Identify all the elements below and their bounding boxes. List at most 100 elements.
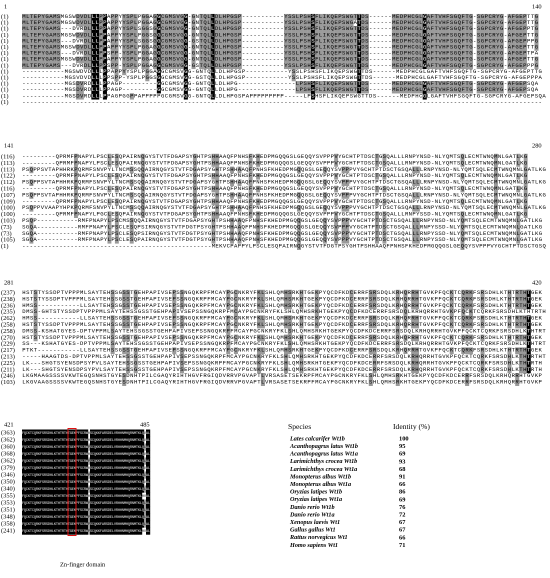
similar-shade bbox=[222, 20, 227, 27]
residue: - bbox=[88, 99, 91, 106]
similar-shade bbox=[141, 32, 146, 39]
similar-shade bbox=[364, 38, 369, 45]
residue: - bbox=[238, 99, 241, 106]
similar-shade bbox=[29, 44, 34, 51]
residue: - bbox=[211, 99, 214, 106]
residue: - bbox=[515, 99, 518, 106]
similar-shade bbox=[411, 32, 416, 39]
similar-shade bbox=[399, 20, 404, 27]
similar-shade bbox=[133, 44, 138, 51]
similar-shade bbox=[222, 32, 227, 39]
similar-shade bbox=[33, 44, 38, 51]
similar-shade bbox=[391, 32, 396, 39]
similar-shade bbox=[164, 38, 169, 45]
similar-shade bbox=[203, 26, 208, 33]
similar-shade bbox=[99, 20, 104, 27]
similar-shade bbox=[56, 32, 61, 39]
similar-shade bbox=[164, 26, 169, 33]
similar-shade bbox=[499, 26, 504, 33]
similar-shade bbox=[453, 38, 458, 45]
similar-shade bbox=[110, 13, 115, 21]
residue: - bbox=[115, 99, 118, 106]
similar-shade bbox=[79, 44, 84, 51]
similar-shade bbox=[441, 38, 447, 45]
similar-shade bbox=[29, 32, 34, 39]
similar-shade bbox=[164, 20, 169, 27]
similar-shade bbox=[83, 44, 88, 51]
similar-shade bbox=[226, 13, 231, 21]
similar-shade bbox=[230, 38, 235, 45]
similar-shade bbox=[415, 32, 420, 39]
similar-shade bbox=[337, 32, 342, 39]
similar-shade bbox=[399, 38, 404, 45]
similar-shade bbox=[206, 38, 211, 45]
residue: - bbox=[508, 99, 511, 106]
similar-shade bbox=[287, 13, 292, 21]
similar-shade bbox=[191, 44, 196, 51]
similar-shade bbox=[534, 13, 539, 21]
similar-shade bbox=[141, 20, 146, 27]
similar-shade bbox=[153, 44, 158, 51]
conserved-shade bbox=[102, 44, 107, 51]
similar-shade bbox=[426, 38, 431, 45]
similar-shade bbox=[114, 38, 119, 45]
similar-shade bbox=[206, 44, 211, 51]
ruler-end: 140 bbox=[532, 3, 542, 10]
residue: - bbox=[488, 99, 491, 106]
similar-shade bbox=[476, 32, 481, 39]
similar-shade bbox=[453, 13, 458, 21]
similar-shade bbox=[52, 32, 57, 39]
conserved-shade bbox=[183, 26, 188, 33]
conserved-shade bbox=[156, 44, 161, 51]
similar-shade bbox=[534, 26, 539, 33]
similar-shade bbox=[179, 32, 185, 39]
similar-shade bbox=[438, 32, 443, 39]
similar-shade bbox=[534, 38, 539, 45]
similar-shade bbox=[391, 38, 396, 45]
similar-shade bbox=[145, 32, 150, 39]
similar-shade bbox=[222, 38, 227, 45]
similar-shade bbox=[222, 13, 227, 21]
residue: - bbox=[381, 99, 384, 106]
similar-shade bbox=[391, 13, 396, 21]
similar-shade bbox=[418, 32, 423, 39]
similar-shade bbox=[391, 26, 396, 33]
similar-shade bbox=[25, 38, 30, 45]
similar-shade bbox=[411, 26, 416, 33]
similar-shade bbox=[287, 20, 292, 27]
similar-shade bbox=[519, 26, 524, 33]
similar-shade bbox=[484, 13, 489, 21]
residue: - bbox=[435, 99, 438, 106]
residue: - bbox=[126, 99, 129, 106]
similar-shade bbox=[22, 20, 27, 27]
similar-shade bbox=[203, 38, 208, 45]
similar-shade bbox=[29, 38, 34, 45]
residue: - bbox=[512, 99, 515, 106]
similar-shade bbox=[160, 44, 165, 51]
similar-shade bbox=[337, 13, 342, 21]
similar-shade bbox=[291, 20, 296, 27]
similar-shade bbox=[83, 32, 88, 39]
ruler-start: 1 bbox=[4, 3, 7, 10]
similar-shade bbox=[203, 20, 208, 27]
similar-shade bbox=[237, 44, 242, 51]
similar-shade bbox=[337, 38, 342, 45]
similar-shade bbox=[37, 44, 42, 51]
residue: - bbox=[535, 99, 538, 106]
similar-shade bbox=[445, 13, 450, 21]
similar-shade bbox=[318, 32, 323, 39]
similar-shade bbox=[295, 26, 300, 33]
conserved-shade bbox=[357, 38, 362, 45]
similar-shade bbox=[345, 32, 350, 39]
residue: - bbox=[365, 99, 368, 106]
similar-shade bbox=[233, 26, 238, 33]
similar-shade bbox=[461, 26, 466, 33]
similar-shade bbox=[172, 13, 177, 21]
similar-shade bbox=[453, 20, 458, 27]
similar-shade bbox=[233, 38, 238, 45]
similar-shade bbox=[507, 20, 512, 27]
similar-shade bbox=[445, 20, 450, 27]
similar-shade bbox=[126, 32, 131, 39]
residue: - bbox=[207, 99, 210, 106]
residue: - bbox=[184, 99, 187, 106]
